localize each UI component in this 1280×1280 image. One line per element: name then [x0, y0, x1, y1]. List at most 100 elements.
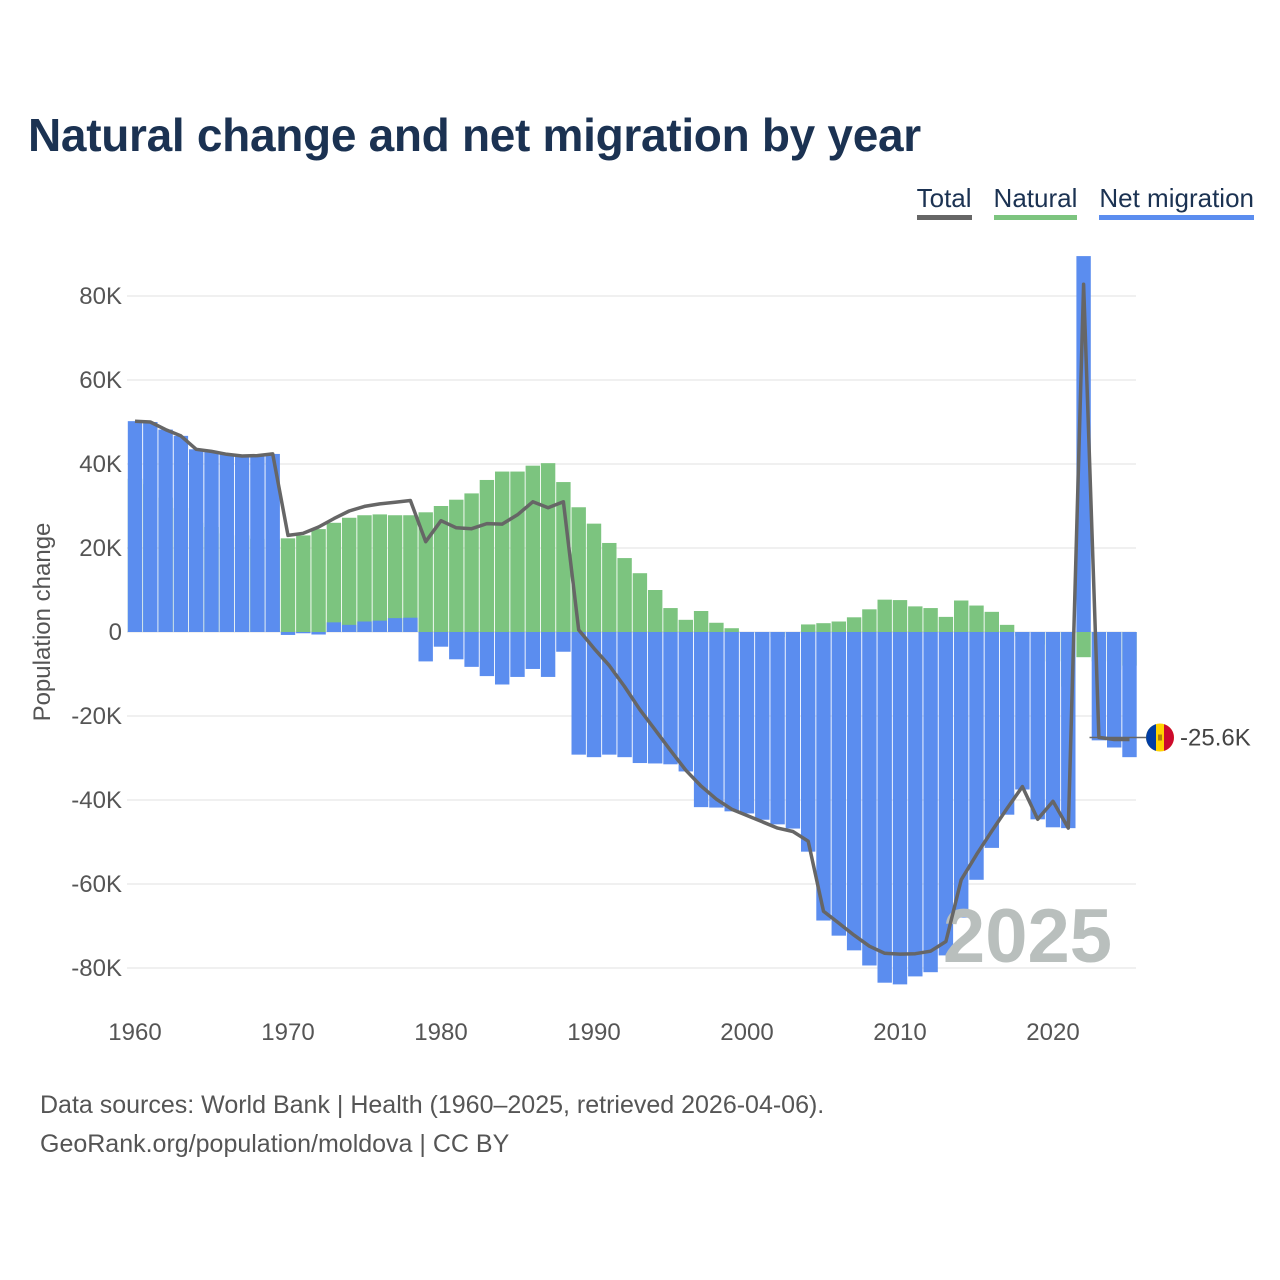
migration-bar: [984, 632, 999, 848]
migration-bar: [311, 632, 326, 635]
natural-bar: [525, 465, 540, 632]
natural-bar: [617, 558, 632, 632]
x-tick-label: 2000: [720, 1019, 773, 1046]
migration-bar: [770, 632, 785, 825]
migration-bar: [801, 632, 816, 852]
natural-bar: [969, 605, 984, 632]
natural-bar: [602, 542, 617, 632]
migration-bar: [678, 632, 693, 772]
natural-bar: [892, 600, 908, 632]
migration-bar: [250, 455, 265, 632]
natural-bar: [418, 512, 433, 632]
migration-bar: [862, 632, 877, 966]
natural-bar: [433, 506, 449, 632]
natural-bar: [908, 606, 923, 632]
natural-bar: [954, 600, 969, 632]
natural-bar: [862, 609, 877, 632]
x-tick-label: 1960: [108, 1019, 161, 1046]
migration-bar: [938, 632, 954, 956]
migration-bar: [234, 456, 250, 632]
migration-bar: [785, 632, 801, 829]
natural-bar: [510, 471, 525, 632]
natural-bar: [877, 599, 892, 632]
footer-sources: Data sources: World Bank | Health (1960–…: [40, 1091, 825, 1119]
migration-bar: [816, 632, 831, 921]
natural-bar: [846, 617, 862, 632]
natural-bar: [372, 514, 387, 632]
migration-bar: [556, 632, 571, 652]
migration-bar: [831, 632, 846, 936]
natural-bar: [342, 517, 357, 632]
migration-bar: [158, 429, 173, 632]
migration-bar: [464, 632, 479, 667]
natural-bar: [387, 515, 403, 632]
natural-bar: [586, 523, 602, 632]
migration-bar: [648, 632, 663, 764]
natural-bar: [326, 522, 342, 632]
migration-bar: [846, 632, 862, 951]
natural-bar: [984, 611, 999, 632]
x-axis-ticks: 1960 1970 1980 1990 2000 2010 2020: [108, 1019, 1079, 1046]
migration-bar: [908, 632, 923, 977]
total-line: [134, 282, 1130, 956]
migration-bar: [433, 632, 449, 647]
natural-bar: [831, 621, 846, 632]
legend-item-total[interactable]: Total: [916, 183, 972, 220]
x-tick-label: 2010: [873, 1019, 926, 1046]
x-tick-label: 1970: [261, 1019, 314, 1046]
x-tick-label: 1990: [567, 1019, 620, 1046]
natural-bar: [923, 608, 938, 632]
migration-bar: [143, 422, 158, 632]
y-tick-label: -80K: [71, 955, 122, 982]
end-value-label: -25.6K: [1180, 725, 1251, 752]
migration-bar: [739, 632, 755, 814]
migration-bar: [219, 454, 234, 632]
flag-red-part: [1164, 724, 1174, 751]
year-watermark: 2025: [943, 894, 1112, 979]
migration-bar: [663, 632, 678, 765]
migration-bar: [586, 632, 602, 758]
migration-bar: [693, 632, 709, 808]
y-axis-label: Population change: [29, 523, 56, 722]
migration-bar: [326, 622, 342, 632]
y-tick-label: 20K: [79, 535, 122, 562]
natural-bar: [663, 608, 678, 632]
legend-item-net-migration[interactable]: Net migration: [1099, 183, 1254, 220]
y-tick-label: -20K: [71, 703, 122, 730]
natural-bar: [540, 463, 556, 632]
migration-bar: [954, 632, 969, 918]
natural-bar: [311, 529, 326, 632]
migration-bar: [510, 632, 525, 677]
natural-bar: [1076, 632, 1091, 658]
migration-bar: [372, 620, 387, 632]
migration-bar: [540, 632, 556, 677]
y-tick-label: 0: [109, 619, 122, 646]
migration-bar: [709, 632, 724, 808]
natural-bar: [999, 624, 1015, 632]
migration-bar: [969, 632, 984, 880]
natural-bar: [571, 507, 586, 632]
natural-bar: [403, 515, 418, 632]
migration-bar: [602, 632, 617, 755]
natural-bar: [449, 499, 464, 632]
migration-bar: [418, 632, 433, 662]
flag-emblem: [1158, 734, 1162, 741]
migration-bar: [892, 632, 908, 985]
natural-bar: [678, 619, 693, 632]
migration-bar: [999, 632, 1015, 815]
migration-bar: [387, 618, 403, 632]
y-axis-ticks: 80K 60K 40K 20K 0 -20K -40K -60K -80K: [71, 283, 122, 982]
migration-bar: [280, 632, 296, 635]
natural-bar: [724, 628, 739, 632]
footer: Data sources: World Bank | Health (1960–…: [40, 1086, 824, 1164]
migration-bar: [1107, 632, 1122, 748]
natural-bar: [648, 590, 663, 632]
migration-bar: [296, 632, 311, 634]
x-tick-label: 2020: [1026, 1019, 1079, 1046]
x-tick-label: 1980: [414, 1019, 467, 1046]
legend-item-natural[interactable]: Natural: [993, 183, 1078, 220]
migration-bar: [923, 632, 938, 973]
migration-bars: [127, 256, 1137, 985]
migration-bar: [357, 621, 372, 632]
